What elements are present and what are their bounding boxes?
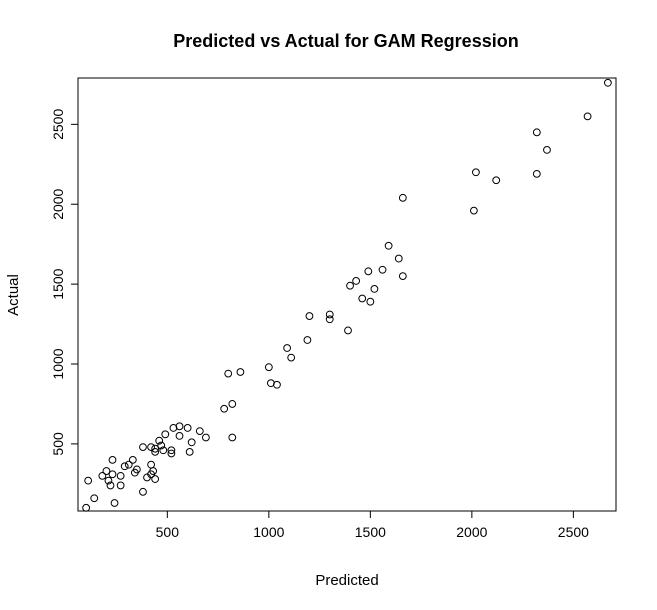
data-point (151, 444, 160, 453)
data-point (151, 447, 160, 456)
data-point (228, 433, 237, 442)
data-point (378, 265, 387, 274)
data-point (283, 344, 292, 352)
data-point (120, 462, 129, 471)
data-point (139, 487, 147, 496)
data-point (116, 481, 125, 490)
data-point (394, 254, 403, 263)
data-point (175, 432, 184, 440)
data-point (82, 503, 91, 512)
data-point (358, 294, 367, 303)
data-point (167, 446, 176, 455)
data-point (236, 368, 245, 376)
data-point (370, 285, 379, 293)
data-point (352, 277, 361, 285)
x-tick-label: 1000 (253, 524, 284, 540)
data-point (185, 447, 194, 456)
data-point (104, 476, 113, 485)
data-point (264, 363, 273, 372)
data-point (102, 467, 111, 475)
data-point (106, 481, 115, 490)
data-point (325, 315, 334, 324)
data-point (543, 146, 551, 154)
data-point (147, 460, 155, 469)
y-tick-label: 1500 (50, 268, 66, 299)
data-point (469, 206, 478, 215)
x-axis: 500 1000 1500 2000 2500 (156, 510, 589, 540)
data-point (183, 424, 192, 432)
data-point (492, 176, 501, 185)
data-point (130, 468, 139, 477)
x-tick-label: 1500 (355, 524, 386, 540)
x-tick-label: 500 (156, 524, 180, 540)
data-point (398, 193, 407, 202)
data-point (398, 272, 407, 281)
y-tick-label: 500 (50, 432, 66, 456)
data-point (187, 438, 196, 447)
data-point (273, 380, 281, 389)
y-tick-label: 2500 (50, 109, 66, 140)
data-point (303, 336, 312, 344)
data-point (202, 433, 210, 442)
data-point (325, 310, 334, 319)
data-point (346, 281, 354, 290)
data-point (155, 436, 164, 445)
data-point (224, 369, 233, 378)
data-point (603, 78, 612, 87)
chart-title: Predicted vs Actual for GAM Regression (173, 31, 518, 51)
data-point (305, 312, 314, 320)
data-point (228, 400, 237, 408)
y-axis: 500 1000 1500 2000 2500 (50, 109, 79, 456)
data-point (128, 455, 137, 464)
x-axis-label: Predicted (315, 572, 378, 589)
y-tick-label: 2000 (50, 188, 66, 219)
data-point (124, 460, 133, 469)
data-point (90, 494, 99, 503)
data-point (147, 443, 155, 451)
data-point (366, 297, 375, 306)
data-point (84, 476, 93, 485)
data-point (384, 241, 393, 250)
plot-frame (77, 77, 617, 512)
data-point (532, 128, 541, 137)
data-point (472, 168, 480, 177)
data-point (167, 449, 176, 458)
data-point (532, 169, 541, 178)
data-point (195, 427, 204, 436)
y-tick-label: 1000 (50, 348, 66, 379)
data-point (159, 446, 168, 455)
data-points (82, 78, 612, 512)
data-point (110, 499, 119, 507)
data-point (364, 267, 373, 276)
data-point (169, 424, 178, 432)
data-point (583, 112, 592, 121)
data-point (108, 455, 117, 464)
x-tick-label: 2500 (558, 524, 589, 540)
data-point (287, 353, 296, 362)
data-point (98, 471, 107, 480)
data-point (161, 430, 170, 439)
data-point (139, 443, 147, 451)
data-point (116, 471, 125, 480)
data-point (344, 326, 352, 335)
data-point (157, 441, 166, 450)
y-axis-label: Actual (5, 274, 22, 316)
data-point (220, 404, 229, 413)
data-point (108, 470, 117, 479)
data-point (143, 473, 151, 482)
data-point (151, 475, 160, 483)
x-tick-label: 2000 (456, 524, 487, 540)
